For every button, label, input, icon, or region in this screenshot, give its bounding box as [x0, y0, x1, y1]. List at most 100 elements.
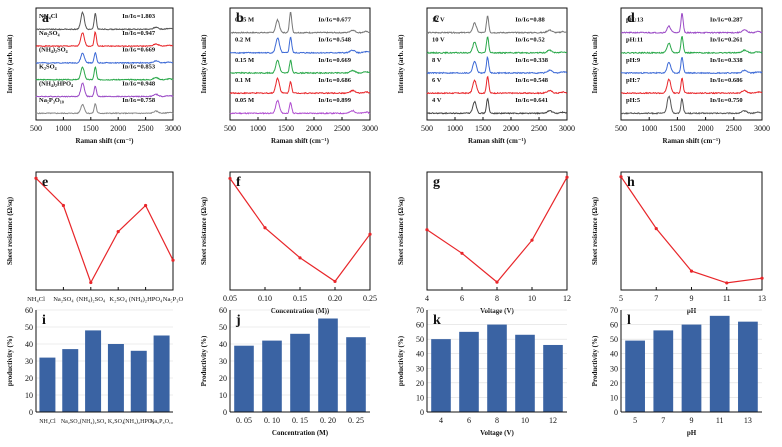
series-label: (NH₄)₂HPO₄ [39, 80, 73, 87]
series-label: 12 V [432, 16, 445, 23]
y-tick-label: 60 [416, 321, 424, 330]
panel-letter: g [433, 175, 440, 190]
series-label: Na₅P₃O₁₀ [39, 97, 64, 104]
chart-panel-i: 0 10 20 30 40 50 60 NH₄Cl Na₂SO₄ (NH₄)₂SO₄ K₂SO₄ (N… [6, 306, 173, 425]
plot-frame [229, 171, 371, 291]
x-axis-label: Raman shift (cm⁻¹) [468, 137, 527, 145]
series-label: 0.25 M [235, 16, 254, 23]
x-tick-label: 0.15 [293, 294, 307, 303]
y-axis-label: Intensity (arb. unit) [397, 34, 405, 94]
spectrum-line-3 [229, 77, 371, 95]
y-tick-label: 0 [29, 408, 33, 417]
chart-panel-h: h Sheet resistance (Ω/sq) 5 7 9 11 13 pH [591, 171, 766, 315]
series-label: pH:11 [626, 37, 643, 44]
bar [681, 324, 702, 412]
panel-letter: d [627, 11, 635, 26]
y-tick-label: 10 [610, 393, 618, 402]
x-tick-label: 1500 [669, 124, 685, 133]
x-tick-label: 500 [421, 124, 433, 133]
y-tick-label: 50 [416, 335, 424, 344]
x-axis-label: Voltage (V) [480, 307, 514, 315]
ratio-label: Iᴅ/Iɢ=0.669 [318, 57, 352, 64]
y-tick-label: 30 [610, 364, 618, 373]
spectrum-line-2 [35, 51, 174, 65]
y-axis-label: Sheet resistance (Ω/sq) [397, 196, 405, 265]
data-line [426, 176, 568, 283]
x-tick-label: 0.10 [258, 294, 272, 303]
chart-panel-f: f Sheet resistance (Ω/sq) 0.05 0.10 0.15 0.20… [200, 171, 377, 315]
y-tick-label: 10 [416, 393, 424, 402]
y-axis-label: Intensity (arb. unit) [200, 34, 208, 94]
series-label: pH:7 [626, 77, 641, 84]
spectrum-line-2 [426, 55, 568, 75]
x-tick-label: 0. 05 [236, 416, 252, 425]
x-tick-label: 3000 [362, 124, 378, 133]
ratio-label: Iᴅ/Iɢ=0.287 [710, 16, 744, 23]
bar [431, 339, 451, 412]
series-label: 0.2 M [235, 37, 251, 44]
ratio-label: Iᴅ/Iɢ=0.948 [122, 80, 156, 87]
bar [653, 330, 674, 412]
panel-letter: i [42, 313, 46, 328]
data-point [89, 280, 93, 285]
x-tick-label: NH₄Cl [39, 419, 56, 425]
y-axis-label: Sheet resistance (Ω/sq) [200, 196, 208, 265]
x-tick-label: 1000 [447, 124, 463, 133]
ratio-label: Iᴅ/Iɢ=0.88 [515, 16, 545, 23]
bar [234, 345, 254, 412]
x-tick-label: 10 [528, 294, 536, 303]
chart-panel-j: 0 10 20 30 40 50 60 0. 05 0. 10 0. 15 0. 20 0. 25 j P… [200, 306, 370, 437]
x-tick-label: 3000 [559, 124, 575, 133]
ratio-label: Iᴅ/Iɢ=0.338 [710, 57, 744, 64]
y-tick-label: 40 [25, 340, 33, 349]
spectrum-line-3 [35, 66, 174, 81]
x-axis-label: Raman shift (cm⁻¹) [76, 137, 135, 145]
x-tick-label: 1000 [55, 124, 71, 133]
x-tick-label: 9 [690, 294, 694, 303]
plot-frame [426, 171, 568, 291]
bar [625, 340, 645, 412]
chart-panel-k: 0 10 20 30 40 50 60 70 4 6 8 10 12 k productivity (%) V… [397, 306, 567, 437]
series-label: 0.15 M [235, 57, 254, 64]
x-tick-label: 0. 20 [320, 416, 336, 425]
series-label: pH:13 [626, 16, 644, 23]
x-tick-label: 5 [619, 294, 623, 303]
y-tick-label: 60 [610, 321, 618, 330]
y-axis-label: Productivity (%) [591, 335, 599, 386]
y-tick-label: 50 [25, 323, 33, 332]
y-tick-label: 10 [25, 391, 33, 400]
y-axis-label: productivity (%) [6, 335, 14, 386]
panel-letter: l [627, 313, 631, 328]
ratio-label: Iᴅ/Iɢ=0.853 [122, 63, 156, 70]
x-tick-label: 500 [615, 124, 627, 133]
x-tick-label: NH₄Cl [27, 296, 45, 303]
plot-frame [35, 171, 174, 291]
y-tick-label: 0 [223, 408, 227, 417]
ratio-label: Iᴅ/Iɢ=1.803 [122, 13, 156, 20]
y-tick-label: 30 [416, 364, 424, 373]
x-tick-label: 500 [224, 124, 236, 133]
data-point [530, 238, 534, 242]
bar [709, 315, 730, 412]
x-tick-label: 7 [654, 294, 658, 303]
x-tick-label: 9 [690, 416, 694, 425]
bar [107, 344, 124, 412]
data-point [171, 258, 175, 262]
x-tick-label: 10 [521, 416, 529, 425]
panel-letter: h [627, 175, 635, 190]
panel-letter: b [236, 11, 244, 26]
series-label: pH:9 [626, 57, 641, 64]
ratio-label: Iᴅ/Iɢ=0.641 [515, 97, 548, 104]
x-tick-label: 3000 [165, 124, 181, 133]
y-tick-label: 40 [610, 350, 618, 359]
x-tick-label: 12 [563, 294, 571, 303]
panel-letter: e [42, 175, 48, 190]
series-label: (NH₄)₂SO₄ [39, 47, 68, 54]
ratio-label: Iᴅ/Iɢ=0.338 [515, 57, 549, 64]
bar [262, 340, 282, 412]
x-tick-label: 2000 [698, 124, 714, 133]
spectrum-line-2 [620, 56, 763, 75]
y-axis-label: Productivity (%) [200, 335, 208, 386]
y-tick-label: 60 [219, 306, 227, 315]
series-label: Na₂SO₄ [39, 30, 60, 37]
